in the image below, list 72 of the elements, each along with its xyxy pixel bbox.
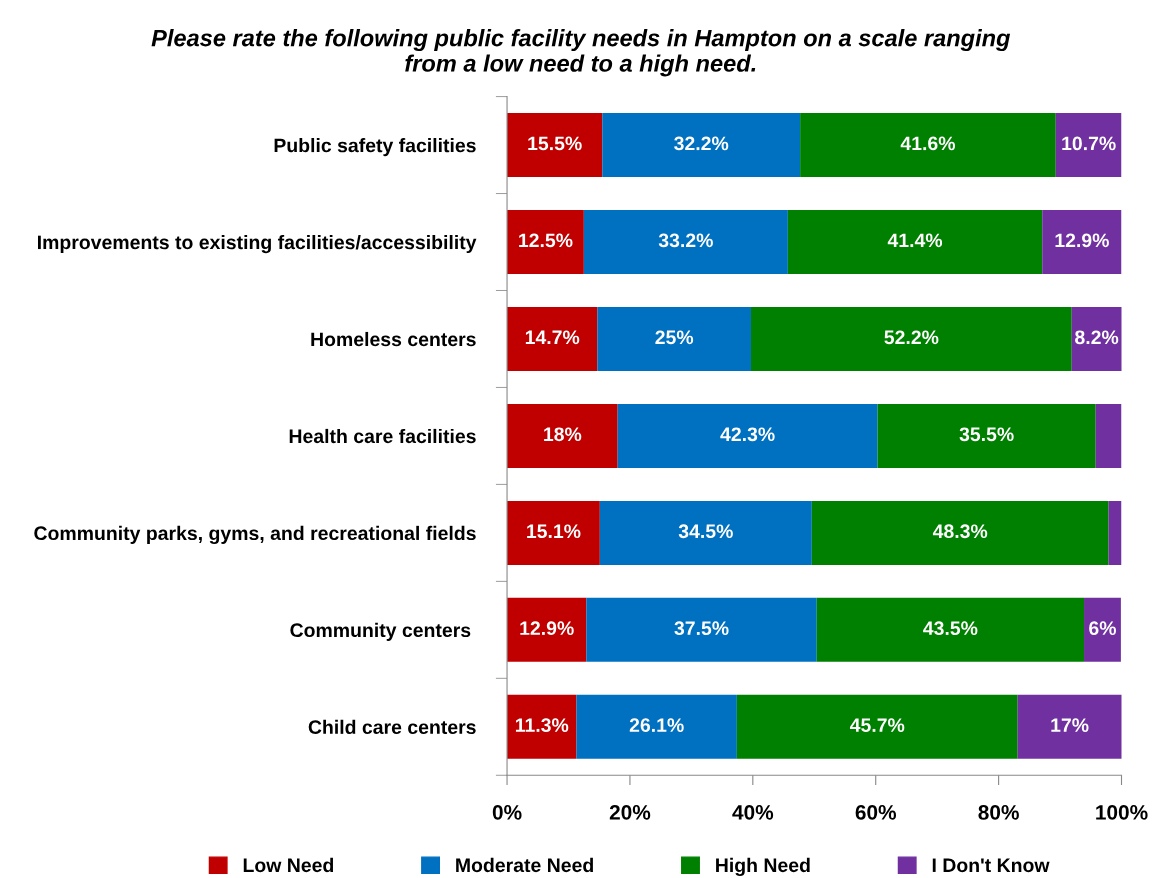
bar [599, 500, 812, 565]
legend-label: I Don't Know [932, 858, 1050, 873]
bar [507, 306, 598, 371]
bar [1084, 597, 1121, 662]
data-label: 8.2% [1075, 330, 1119, 345]
bar [1095, 403, 1122, 468]
y-tick-label: Child care centers [308, 719, 476, 735]
data-label: 17% [1051, 718, 1089, 732]
x-tick-label: 80% [978, 804, 1019, 820]
data-label: 34.5% [678, 524, 733, 539]
data-label: 33.2% [658, 233, 713, 248]
y-tick-label: Community parks, gyms, and recreational fields [34, 525, 476, 545]
bar [507, 597, 587, 662]
y-tick-label: Homeless centers [311, 331, 476, 347]
data-label: 14.7% [525, 330, 580, 345]
bar [1108, 500, 1122, 565]
data-label: 32.2% [674, 136, 729, 151]
bar [811, 500, 1109, 565]
bar [597, 306, 751, 371]
y-tick-label: Public safety facilities [274, 138, 476, 157]
data-label: 15.1% [527, 524, 581, 539]
data-label: 15.5% [528, 136, 582, 151]
x-tick-label: 0% [492, 804, 522, 820]
bar [1071, 306, 1122, 371]
bar [576, 694, 737, 759]
data-label: 12.9% [520, 621, 574, 636]
bar [507, 403, 618, 468]
bar [787, 210, 1043, 275]
bar [507, 500, 600, 565]
data-label: 35.5% [959, 427, 1014, 442]
data-label: 42.3% [720, 427, 775, 442]
y-tick-label: Community centers [290, 622, 471, 641]
data-label: 18% [544, 427, 582, 442]
y-tick-label: Improvements to existing facilities/accessibility [38, 234, 477, 254]
chart-title: Please rate the following public facility needs in Hampton on a scale ranging from a low need to a high need. [151, 29, 1011, 77]
bar [586, 597, 817, 662]
legend-label: Moderate Need [456, 857, 593, 873]
y-tick-label: Health care facilities [289, 428, 476, 444]
bar [1017, 694, 1122, 759]
data-label: 25% [655, 330, 694, 345]
bar [816, 597, 1085, 662]
bar [617, 403, 878, 468]
data-label: 48.3% [932, 524, 988, 539]
bar [507, 113, 603, 178]
data-label: 11.3% [515, 718, 569, 733]
legend-label: Low Need [243, 857, 334, 873]
bar [507, 210, 584, 275]
bar [1042, 210, 1122, 275]
data-label: 37.5% [674, 621, 729, 636]
legend-label: High Need [716, 857, 810, 877]
data-label: 45.7% [849, 718, 905, 733]
data-label: 41.4% [887, 233, 943, 248]
bar [507, 694, 577, 759]
bar [736, 694, 1018, 759]
data-label: 6% [1089, 621, 1116, 636]
x-tick-label: 60% [855, 804, 897, 820]
data-label: 41.6% [900, 136, 956, 151]
bar [750, 306, 1072, 371]
data-label: 10.7% [1062, 136, 1116, 151]
data-label: 52.2% [884, 330, 939, 345]
data-label: 26.1% [629, 718, 684, 733]
bar [602, 113, 801, 178]
data-label: 43.5% [923, 621, 978, 636]
data-label: 12.5% [519, 233, 573, 248]
bar [800, 113, 1056, 178]
bar [877, 403, 1096, 468]
bar [583, 210, 788, 275]
data-label: 12.9% [1055, 233, 1109, 248]
x-tick-label: 40% [732, 804, 774, 820]
x-tick-label: 100% [1096, 804, 1148, 820]
x-tick-label: 20% [609, 804, 651, 820]
bar [1055, 113, 1122, 178]
